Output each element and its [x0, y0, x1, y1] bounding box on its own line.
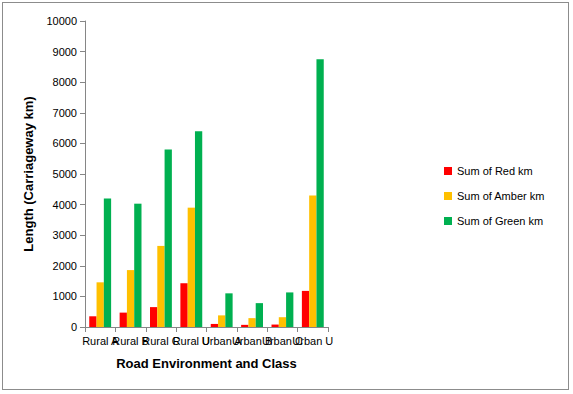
svg-text:Urban U: Urban U [292, 335, 333, 347]
svg-text:7000: 7000 [53, 107, 77, 119]
svg-text:9000: 9000 [53, 46, 77, 58]
svg-text:Rural U: Rural U [172, 334, 210, 347]
svg-text:Rural B: Rural B [112, 334, 149, 347]
svg-text:Length (Carriageway km): Length (Carriageway km) [21, 96, 36, 251]
svg-text:Urban C: Urban C [262, 334, 303, 347]
svg-text:Urban A: Urban A [201, 334, 242, 347]
svg-text:1000: 1000 [53, 290, 77, 302]
svg-text:Road Environment and Class: Road Environment and Class [116, 356, 297, 371]
svg-text:Sum of Amber km: Sum of Amber km [457, 190, 544, 202]
svg-text:8000: 8000 [53, 76, 77, 88]
svg-text:Urban B: Urban B [231, 334, 273, 347]
svg-text:Rural A: Rural A [82, 334, 119, 347]
svg-text:Sum of Red km: Sum of Red km [457, 165, 533, 177]
svg-text:6000: 6000 [53, 137, 77, 149]
svg-text:3000: 3000 [53, 229, 77, 241]
svg-text:0: 0 [71, 321, 77, 333]
svg-text:5000: 5000 [53, 168, 77, 180]
svg-text:Sum of Green km: Sum of Green km [457, 215, 543, 227]
svg-text:2000: 2000 [53, 260, 77, 272]
svg-text:10000: 10000 [46, 15, 77, 27]
svg-text:4000: 4000 [53, 199, 77, 211]
svg-text:Rural C: Rural C [142, 334, 180, 347]
